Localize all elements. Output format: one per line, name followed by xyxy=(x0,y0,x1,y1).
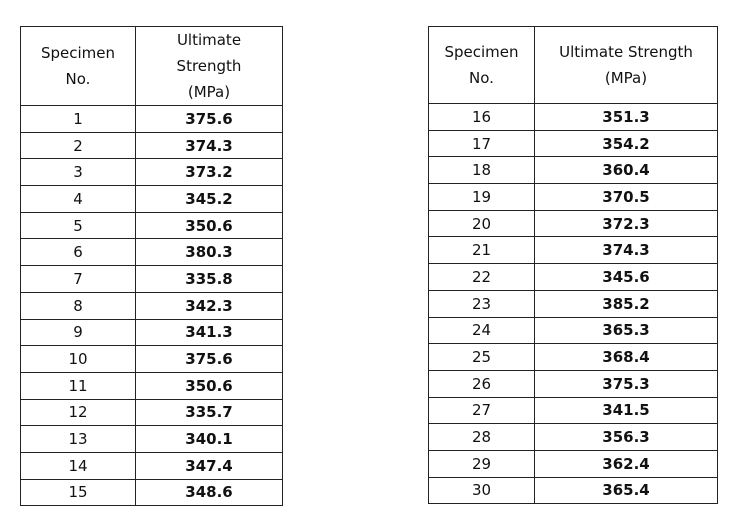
table-row: 5 350.6 xyxy=(20,211,283,240)
specimen-number: 12 xyxy=(20,398,136,427)
table-row: 28 356.3 xyxy=(428,423,718,451)
column-header: Ultimate Strength (MPa) xyxy=(135,26,283,106)
strength-value: 347.4 xyxy=(135,451,283,480)
strength-value: 340.1 xyxy=(135,425,283,453)
column-header: Ultimate Strength (MPa) xyxy=(534,26,718,104)
table-row: 6 380.3 xyxy=(20,238,283,267)
specimen-number: 13 xyxy=(20,425,136,453)
specimen-number: 26 xyxy=(428,369,535,398)
table-row: 21 374.3 xyxy=(428,236,718,265)
specimen-number: 9 xyxy=(20,318,136,347)
column-header: Specimen No. xyxy=(428,26,535,104)
table-row: 25 368.4 xyxy=(428,343,718,371)
specimen-number: 30 xyxy=(428,476,535,505)
specimen-number: 19 xyxy=(428,183,535,211)
strength-value: 370.5 xyxy=(534,183,718,211)
strength-value: 374.3 xyxy=(135,131,283,160)
strength-value: 341.3 xyxy=(135,318,283,347)
table-row: 11 350.6 xyxy=(20,371,283,400)
strength-value: 375.3 xyxy=(534,369,718,398)
specimen-number: 8 xyxy=(20,291,136,320)
strength-value: 360.4 xyxy=(534,156,718,185)
strength-value: 375.6 xyxy=(135,105,283,133)
table-row: 15 348.6 xyxy=(20,478,283,507)
specimen-number: 24 xyxy=(428,316,535,345)
specimen-number: 11 xyxy=(20,371,136,400)
table-row: 23 385.2 xyxy=(428,289,718,318)
specimen-number: 17 xyxy=(428,129,535,158)
specimen-number: 28 xyxy=(428,423,535,451)
specimen-number: 3 xyxy=(20,158,136,187)
table-row: 20 372.3 xyxy=(428,209,718,238)
strength-value: 335.8 xyxy=(135,265,283,293)
specimen-number: 10 xyxy=(20,345,136,373)
table-row: 12 335.7 xyxy=(20,398,283,427)
strength-value: 385.2 xyxy=(534,289,718,318)
specimen-number: 5 xyxy=(20,211,136,240)
specimen-number: 16 xyxy=(428,103,535,131)
strength-value: 345.2 xyxy=(135,185,283,213)
specimen-number: 14 xyxy=(20,451,136,480)
table-row: 30 365.4 xyxy=(428,476,718,505)
table-row: 24 365.3 xyxy=(428,316,718,345)
table-row: 3 373.2 xyxy=(20,158,283,187)
table-row: 9 341.3 xyxy=(20,318,283,347)
table-row: 22 345.6 xyxy=(428,263,718,291)
strength-value: 350.6 xyxy=(135,371,283,400)
table-row: 13 340.1 xyxy=(20,425,283,453)
specimen-number: 23 xyxy=(428,289,535,318)
table-row: 10 375.6 xyxy=(20,345,283,373)
strength-table: Specimen No. Ultimate Strength (MPa) 16 3… xyxy=(428,26,718,505)
specimen-number: 21 xyxy=(428,236,535,265)
table-body: 1 375.6 2 374.3 3 373.2 4 345.2 5 350.6 6 380.3 7 335… xyxy=(20,105,283,507)
strength-value: 375.6 xyxy=(135,345,283,373)
specimen-number: 7 xyxy=(20,265,136,293)
strength-value: 356.3 xyxy=(534,423,718,451)
table-row: 2 374.3 xyxy=(20,131,283,160)
table-row: 4 345.2 xyxy=(20,185,283,213)
strength-value: 372.3 xyxy=(534,209,718,238)
strength-value: 345.6 xyxy=(534,263,718,291)
table-row: 17 354.2 xyxy=(428,129,718,158)
strength-value: 380.3 xyxy=(135,238,283,267)
strength-value: 362.4 xyxy=(534,449,718,478)
strength-value: 342.3 xyxy=(135,291,283,320)
specimen-number: 27 xyxy=(428,396,535,425)
strength-value: 373.2 xyxy=(135,158,283,187)
specimen-number: 1 xyxy=(20,105,136,133)
specimen-number: 20 xyxy=(428,209,535,238)
specimen-number: 2 xyxy=(20,131,136,160)
specimen-number: 4 xyxy=(20,185,136,213)
table-row: 14 347.4 xyxy=(20,451,283,480)
specimen-number: 6 xyxy=(20,238,136,267)
specimen-number: 25 xyxy=(428,343,535,371)
strength-value: 354.2 xyxy=(534,129,718,158)
specimen-number: 22 xyxy=(428,263,535,291)
strength-value: 365.3 xyxy=(534,316,718,345)
specimen-number: 29 xyxy=(428,449,535,478)
strength-value: 368.4 xyxy=(534,343,718,371)
table-row: 18 360.4 xyxy=(428,156,718,185)
strength-value: 365.4 xyxy=(534,476,718,505)
table-row: 26 375.3 xyxy=(428,369,718,398)
table-row: 8 342.3 xyxy=(20,291,283,320)
table-row: 19 370.5 xyxy=(428,183,718,211)
specimen-number: 15 xyxy=(20,478,136,507)
table-row: 1 375.6 xyxy=(20,105,283,133)
strength-value: 341.5 xyxy=(534,396,718,425)
table-row: 27 341.5 xyxy=(428,396,718,425)
table-row: 29 362.4 xyxy=(428,449,718,478)
strength-table: Specimen No. Ultimate Strength (MPa) 1 37… xyxy=(20,26,283,507)
column-header: Specimen No. xyxy=(20,26,136,106)
table-row: 16 351.3 xyxy=(428,103,718,131)
specimen-number: 18 xyxy=(428,156,535,185)
strength-value: 351.3 xyxy=(534,103,718,131)
strength-value: 348.6 xyxy=(135,478,283,507)
strength-value: 350.6 xyxy=(135,211,283,240)
strength-value: 335.7 xyxy=(135,398,283,427)
strength-value: 374.3 xyxy=(534,236,718,265)
table-row: 7 335.8 xyxy=(20,265,283,293)
table-body: 16 351.3 17 354.2 18 360.4 19 370.5 20 372.3 21 374… xyxy=(428,103,718,505)
